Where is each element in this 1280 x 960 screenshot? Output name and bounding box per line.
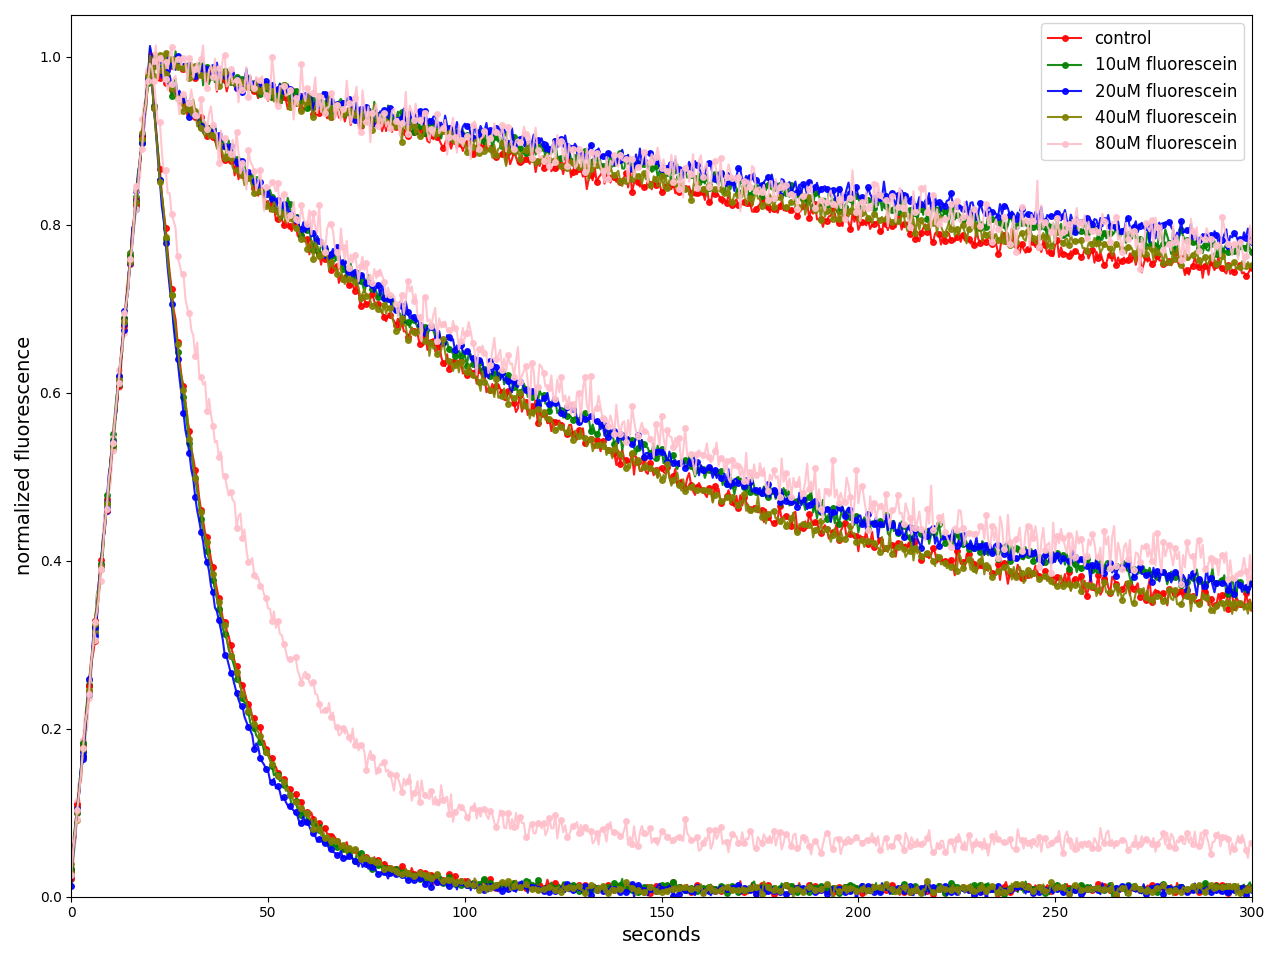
20uM fluorescein [1167, 233, 1183, 245]
20uM fluorescein [170, 50, 186, 61]
control [1006, 232, 1021, 244]
Line: 10uM fluorescein: 10uM fluorescein [69, 46, 1254, 879]
10uM fluorescein [64, 871, 79, 882]
control [456, 145, 471, 156]
control [1167, 248, 1183, 259]
Line: 20uM fluorescein: 20uM fluorescein [69, 53, 1254, 874]
40uM fluorescein [148, 47, 164, 59]
80uM fluorescein [1167, 236, 1183, 248]
20uM fluorescein [1208, 229, 1224, 241]
10uM fluorescein [138, 99, 154, 110]
10uM fluorescein [456, 124, 471, 135]
10uM fluorescein [1208, 248, 1224, 259]
20uM fluorescein [64, 865, 79, 876]
80uM fluorescein [64, 848, 79, 859]
10uM fluorescein [285, 90, 301, 102]
40uM fluorescein [1208, 258, 1224, 270]
Legend: control, 10uM fluorescein, 20uM fluorescein, 40uM fluorescein, 80uM fluorescein: control, 10uM fluorescein, 20uM fluoresc… [1041, 23, 1244, 160]
40uM fluorescein [1244, 259, 1260, 271]
40uM fluorescein [1167, 252, 1183, 264]
Line: 80uM fluorescein: 80uM fluorescein [69, 42, 1254, 855]
control [64, 863, 79, 875]
20uM fluorescein [1006, 208, 1021, 220]
10uM fluorescein [1006, 220, 1021, 231]
40uM fluorescein [138, 102, 154, 113]
control [285, 83, 301, 94]
Y-axis label: normalized fluorescence: normalized fluorescence [15, 336, 35, 575]
80uM fluorescein [1244, 235, 1260, 247]
20uM fluorescein [285, 94, 301, 106]
40uM fluorescein [1006, 225, 1021, 236]
control [1244, 262, 1260, 274]
80uM fluorescein [285, 113, 301, 125]
20uM fluorescein [138, 94, 154, 106]
Line: control: control [69, 51, 1254, 872]
80uM fluorescein [1208, 239, 1224, 251]
10uM fluorescein [1167, 243, 1183, 254]
10uM fluorescein [1244, 246, 1260, 257]
40uM fluorescein [456, 139, 471, 151]
80uM fluorescein [196, 39, 211, 51]
X-axis label: seconds: seconds [622, 926, 701, 945]
20uM fluorescein [1244, 236, 1260, 248]
10uM fluorescein [142, 43, 157, 55]
control [138, 99, 154, 110]
80uM fluorescein [1006, 210, 1021, 222]
80uM fluorescein [456, 140, 471, 152]
40uM fluorescein [285, 97, 301, 108]
20uM fluorescein [456, 121, 471, 132]
control [142, 47, 157, 59]
40uM fluorescein [64, 874, 79, 885]
Line: 40uM fluorescein: 40uM fluorescein [69, 50, 1254, 882]
control [1208, 259, 1224, 271]
80uM fluorescein [138, 107, 154, 118]
